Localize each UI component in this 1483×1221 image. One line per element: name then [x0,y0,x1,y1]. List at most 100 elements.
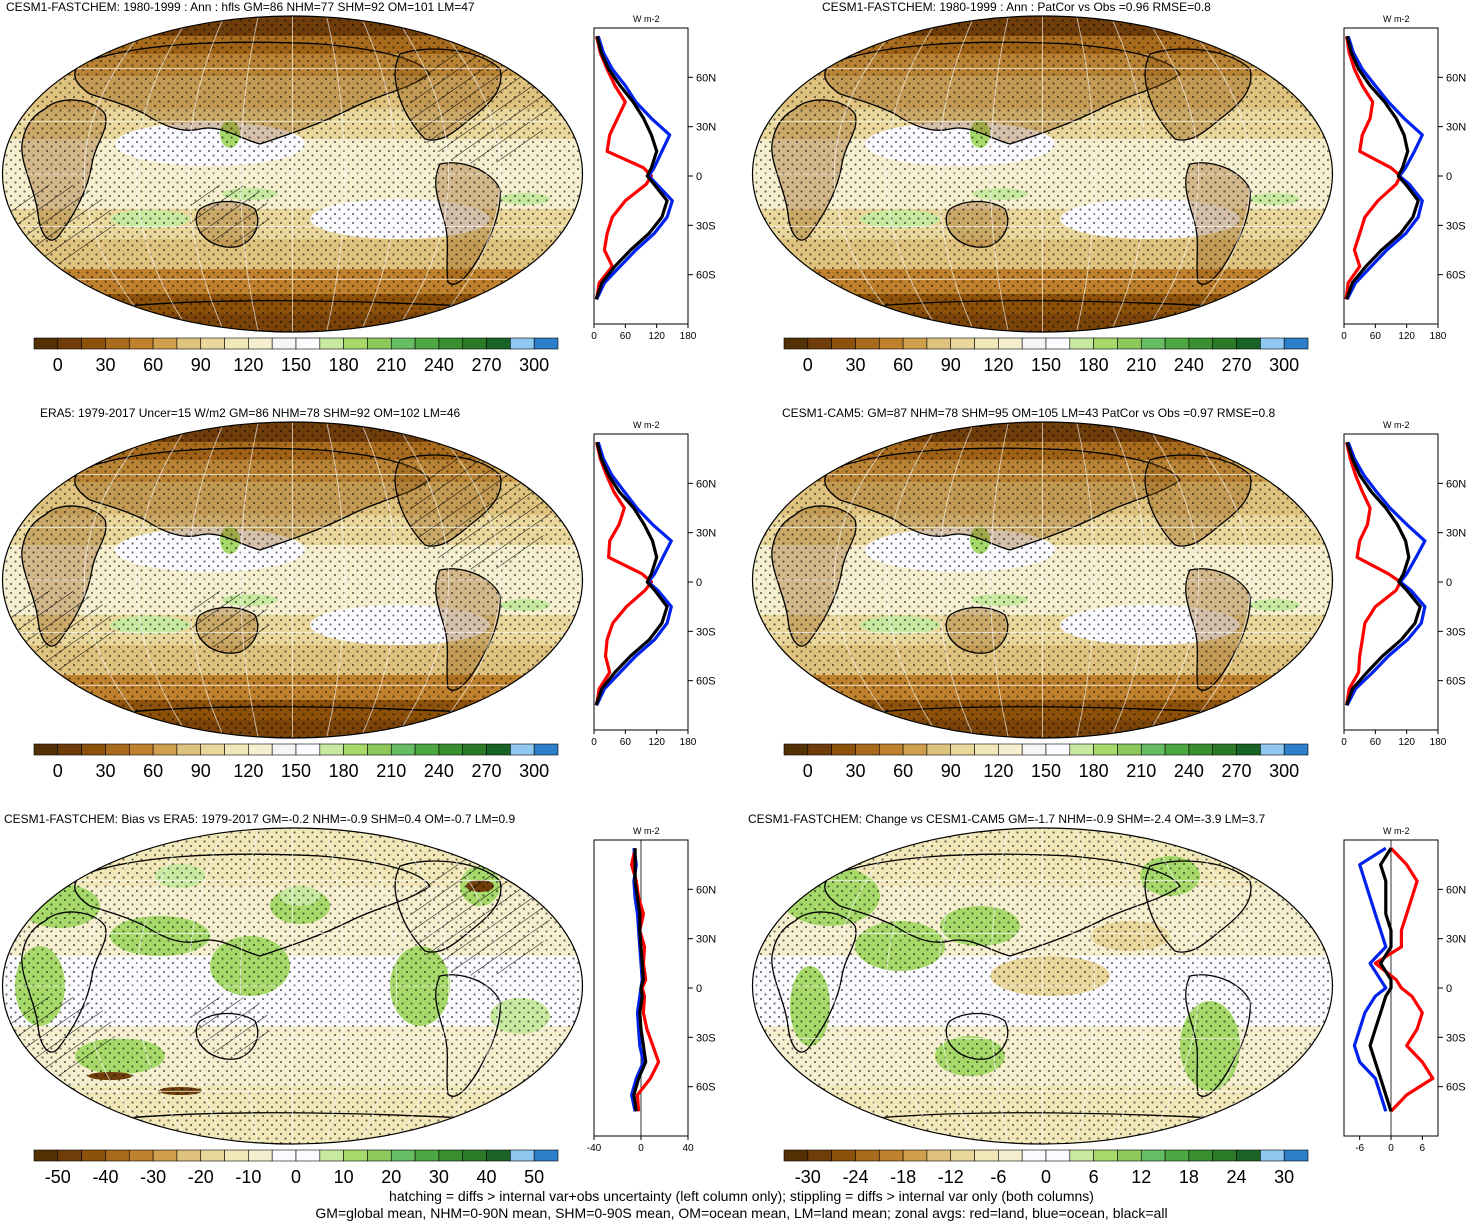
colorbar-swatch [1236,1149,1261,1162]
colorbar-swatch [105,1149,130,1162]
colorbar-swatch [878,337,904,350]
colorbar-swatch [926,337,952,350]
colorbar-swatch [33,1149,59,1162]
zonal-line-black [632,848,648,1112]
x-tick-label: 180 [680,331,697,342]
colorbar-swatch [1212,743,1237,756]
colorbar-swatch [176,337,202,350]
panel-title: ERA5: 1979-2017 Uncer=15 W/m2 GM=86 NHM=… [40,406,461,420]
colorbar: -30 -24 -18 -12 -6 0 6 12 18 24 30 [783,1149,1309,1187]
colorbar-label: -30 [795,1167,821,1187]
panel-title: CESM1-FASTCHEM: 1980-1999 : Ann : PatCor… [822,0,1211,14]
unit-label: W m-2 [1383,420,1410,430]
colorbar-swatch [1212,337,1237,350]
x-tick-label: 120 [648,737,665,748]
colorbar-label: 120 [233,761,263,781]
colorbar-swatch [57,337,82,350]
x-tick-label: 60 [1370,331,1382,342]
lat-tick-label: 60S [1446,270,1466,282]
colorbar-swatch [783,743,809,756]
colorbar-swatch [533,743,559,756]
colorbar-label: 60 [893,761,913,781]
colorbar-swatch [414,1149,440,1162]
lat-tick-label: 30S [696,626,716,638]
lat-tick-label: 0 [696,171,702,183]
colorbar-swatch [271,337,297,350]
colorbar-swatch [783,337,809,350]
colorbar-label: -24 [842,1167,868,1187]
colorbar-swatch [510,743,535,756]
lat-tick-label: 30N [696,528,716,540]
colorbar-swatch [319,743,344,756]
zonal-average-plot: W m-2 60N 30N 0 30S 60S -6 0 6 [1343,826,1466,1154]
colorbar-swatch [1093,337,1118,350]
colorbar-label: 240 [1174,761,1204,781]
colorbar-label: 12 [1131,1167,1151,1187]
colorbar-swatch [128,337,154,350]
panel-change-vs-cam5: CESM1-FASTCHEM: Change vs CESM1-CAM5 GM=… [742,812,1482,1212]
colorbar-swatch [855,743,880,756]
colorbar-label: 240 [424,355,454,375]
colorbar-swatch [1283,1149,1309,1162]
colorbar-swatch [926,1149,952,1162]
colorbar-swatch [1117,1149,1142,1162]
x-tick-label: -40 [587,1143,602,1154]
colorbar-swatch [902,743,928,756]
colorbar-swatch [1140,1149,1166,1162]
colorbar-swatch [1069,1149,1094,1162]
colorbar-swatch [343,743,368,756]
colorbar-label: 150 [281,355,311,375]
x-tick-label: 0 [1388,1143,1394,1154]
colorbar-swatch [1188,337,1214,350]
colorbar-swatch [998,1149,1023,1162]
x-tick-label: 6 [1420,1143,1426,1154]
colorbar: 0 30 60 90 120 150 180 210 240 270 300 [33,337,559,375]
colorbar-swatch [200,1149,225,1162]
lat-tick-label: 0 [1446,983,1452,995]
footer-note-hatching: hatching = diffs > internal var+obs unce… [389,1188,1094,1204]
colorbar-label: 0 [53,355,63,375]
colorbar-label: 30 [845,761,865,781]
robinson-map [1,827,584,1145]
colorbar-label: 150 [281,761,311,781]
colorbar-label: 150 [1031,355,1061,375]
colorbar-swatch [1140,337,1166,350]
x-tick-label: 180 [1430,331,1447,342]
colorbar-swatch [950,1149,975,1162]
panel-fastchem-patcor: CESM1-FASTCHEM: 1980-1999 : Ann : PatCor… [742,0,1482,400]
zonal-average-plot: W m-2 60N 30N 0 30S 60S 0 60 120 180 [591,14,716,342]
colorbar-label: 180 [329,355,359,375]
lat-tick-label: 30N [696,934,716,946]
lat-tick-label: 30N [696,122,716,134]
zonal-line-black [594,35,669,300]
colorbar-label: 270 [472,355,502,375]
lat-tick-label: 30N [1446,528,1466,540]
colorbar-swatch [200,337,225,350]
zonal-line-red [1345,441,1403,706]
colorbar-label: 30 [1274,1167,1294,1187]
colorbar-swatch [33,743,59,756]
colorbar-label: 60 [143,761,163,781]
lat-tick-label: 30S [1446,626,1466,638]
colorbar-label: 0 [1041,1167,1051,1187]
colorbar-label: 40 [477,1167,497,1187]
colorbar-swatch [224,743,249,756]
zonal-line-red [1373,847,1435,1113]
colorbar-swatch [81,1149,106,1162]
colorbar-swatch [1069,743,1094,756]
colorbar-label: -20 [188,1167,214,1187]
x-tick-label: 0 [591,331,597,342]
colorbar-label: 60 [893,355,913,375]
colorbar-swatch [807,1149,832,1162]
colorbar: 0 30 60 90 120 150 180 210 240 270 300 [783,337,1309,375]
zonal-average-plot: W m-2 60N 30N 0 30S 60S -40 0 40 [587,826,716,1154]
lat-tick-label: 60N [696,884,716,896]
colorbar-swatch [1117,743,1142,756]
zonal-line-red [1344,35,1403,300]
unit-label: W m-2 [1383,826,1410,836]
lat-tick-label: 60S [696,270,716,282]
x-tick-label: 180 [1430,737,1447,748]
colorbar-swatch [319,337,344,350]
colorbar-swatch [510,337,535,350]
lat-tick-label: 30S [1446,1032,1466,1044]
